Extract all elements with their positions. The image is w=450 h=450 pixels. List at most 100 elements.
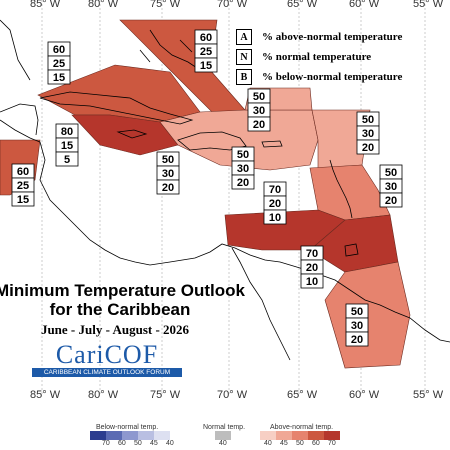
logo-name: CariCOF: [55, 340, 159, 369]
above-value: 50: [162, 154, 174, 166]
normal-value: 25: [200, 46, 212, 58]
prob-box-abc: 70 20 10: [263, 181, 287, 225]
swatch-above-45: [276, 431, 292, 440]
below-value: 20: [385, 195, 397, 207]
lon-label: 55° W: [413, 0, 444, 10]
normal-value: 30: [362, 128, 374, 140]
prob-box-belize: 60 25 15: [11, 163, 35, 207]
lon-label: 60° W: [349, 0, 380, 10]
logo-tagline: CARIBBEAN CLIMATE OUTLOOK FORUM: [32, 368, 182, 377]
coast-jamaica: [116, 129, 148, 139]
legend-row-above: A % above-normal temperature: [236, 27, 402, 47]
scale-tick: 60: [312, 440, 320, 447]
lon-label: 60° W: [349, 389, 380, 401]
normal-value: 20: [269, 198, 281, 210]
scale-tick: 50: [134, 440, 142, 447]
above-value: 80: [61, 126, 73, 138]
lon-label: 70° W: [217, 389, 248, 401]
below-value: 20: [253, 119, 265, 131]
scale-tick: 50: [296, 440, 304, 447]
below-value: 10: [306, 276, 318, 288]
scale-tick: 40: [166, 440, 174, 447]
below-value: 10: [269, 212, 281, 224]
legend-row-normal: N % normal temperature: [236, 47, 402, 67]
scale-tick: 40: [264, 440, 272, 447]
lon-label: 65° W: [287, 389, 318, 401]
scale-below-title: Below-normal temp.: [96, 424, 159, 431]
below-value: 20: [237, 177, 249, 189]
zone-hispaniola: [159, 109, 319, 171]
below-value: 15: [17, 194, 29, 206]
above-value: 50: [385, 167, 397, 179]
coast-florida: [0, 19, 31, 81]
below-value: 20: [362, 142, 374, 154]
prob-box-jamaica-south: 50 30 20: [156, 151, 180, 195]
outlook-period: June - July - August - 2026: [40, 322, 190, 337]
scale-normal-title: Normal temp.: [203, 424, 246, 431]
lon-label: 70° W: [217, 0, 248, 10]
swatch-below-70: [90, 431, 106, 440]
below-value: 20: [162, 182, 174, 194]
scale-above-title: Above-normal temp.: [270, 424, 334, 431]
normal-value: 25: [53, 58, 65, 70]
above-value: 60: [53, 44, 65, 56]
lon-label: 65° W: [287, 0, 318, 10]
scale-tick: 70: [102, 440, 110, 447]
legend-text-above: % above-normal temperature: [262, 31, 403, 43]
map-subtitle: for the Caribbean: [49, 300, 191, 319]
coast-trinidad: [344, 243, 359, 257]
normal-value: 30: [351, 320, 363, 332]
lon-label: 85° W: [30, 389, 61, 401]
zone-trinidad: [309, 214, 399, 273]
scale-tick: 45: [280, 440, 288, 447]
legend-key-a: A: [236, 29, 252, 45]
map-title: Minimum Temperature Outlook: [0, 281, 245, 300]
above-value: 50: [253, 91, 265, 103]
coast-hispaniola: [177, 131, 247, 151]
normal-value: 30: [162, 168, 174, 180]
prob-box-lesser-antilles-east: 50 30 20: [379, 164, 403, 208]
above-value: 70: [269, 184, 281, 196]
normal-value: 30: [237, 163, 249, 175]
normal-value: 30: [253, 105, 265, 117]
swatch-above-70: [324, 431, 340, 440]
legend-row-below: B % below-normal temperature: [236, 67, 402, 87]
legend-key-n: N: [236, 49, 252, 65]
coast-cuba: [39, 91, 194, 125]
scale-tick: 70: [328, 440, 336, 447]
coast-lesser-antilles: [329, 159, 353, 219]
above-value: 50: [351, 306, 363, 318]
below-value: 15: [53, 72, 65, 84]
swatch-below-50: [122, 431, 138, 440]
prob-box-guianas: 50 30 20: [345, 303, 369, 347]
prob-box-turks-caicos: 50 30 20: [247, 88, 271, 132]
below-value: 15: [200, 60, 212, 72]
coast-bahamas: [139, 29, 201, 71]
prob-box-hispaniola: 50 30 20: [231, 146, 255, 190]
scale-tick: 45: [150, 440, 158, 447]
above-value: 70: [306, 248, 318, 260]
normal-value: 30: [385, 181, 397, 193]
swatch-normal-40: [215, 431, 231, 440]
above-value: 60: [200, 32, 212, 44]
color-scale: [90, 431, 340, 440]
lon-label: 55° W: [413, 389, 444, 401]
probability-legend: A % above-normal temperature N % normal …: [236, 27, 402, 87]
coast-venezuela-inland: [231, 247, 291, 361]
legend-text-below: % below-normal temperature: [262, 71, 403, 83]
swatch-below-40: [154, 431, 170, 440]
coast-puerto-rico: [261, 140, 283, 148]
above-value: 50: [362, 114, 374, 126]
below-value: 20: [351, 334, 363, 346]
above-value: 50: [237, 149, 249, 161]
lon-labels-bottom: 85° W 80° W 75° W 70° W 65° W 60° W 55° …: [30, 389, 444, 401]
normal-value: 15: [61, 140, 73, 152]
normal-value: 20: [306, 262, 318, 274]
above-value: 60: [17, 166, 29, 178]
swatch-above-40: [260, 431, 276, 440]
swatch-below-45: [138, 431, 154, 440]
lon-label: 75° W: [150, 0, 181, 10]
below-value: 5: [64, 154, 70, 166]
swatch-above-50: [292, 431, 308, 440]
scale-tick: 40: [219, 440, 227, 447]
